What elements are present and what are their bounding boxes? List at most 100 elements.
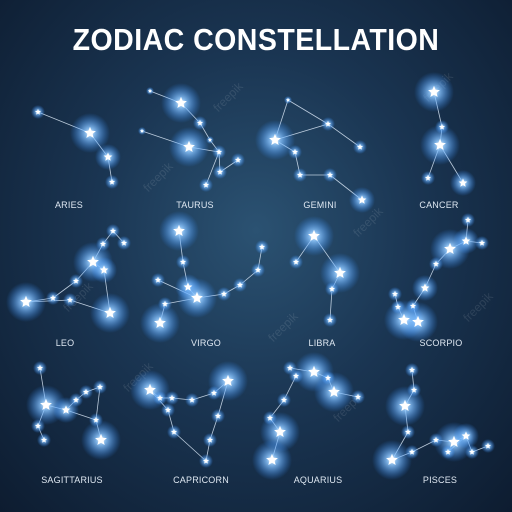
aries-star-icon	[34, 108, 42, 115]
label-leo: LEO	[55, 338, 75, 348]
gemini-star-icon	[296, 171, 304, 178]
gemini-star-icon	[285, 97, 291, 102]
cancer-star-icon	[438, 123, 446, 130]
pisces-star-icon	[432, 436, 440, 443]
virgo-star-icon	[179, 258, 187, 265]
capricorn-star-icon	[170, 428, 178, 435]
virgo-star-icon	[161, 300, 169, 307]
libra-star-icon	[308, 229, 320, 242]
capricorn-star-icon	[188, 396, 196, 403]
cancer-star-icon	[458, 178, 468, 187]
pisces-star-icon	[410, 386, 418, 393]
aquarius-star-icon	[274, 425, 286, 438]
pisces-star-icon	[468, 448, 476, 455]
aquarius-star-icon	[280, 396, 288, 403]
label-virgo: VIRGO	[190, 338, 221, 348]
cancer-star-icon	[424, 174, 432, 181]
virgo-star-icon	[220, 290, 228, 297]
virgo-star-icon	[258, 243, 266, 250]
scorpio-star-icon	[398, 313, 410, 326]
sagittarius-star-icon	[72, 396, 80, 403]
gemini-star-icon	[324, 120, 332, 127]
label-cancer: CANCER	[419, 200, 459, 210]
scorpio-star-icon	[420, 283, 430, 292]
pisces-star-icon	[404, 428, 412, 435]
label-aries: ARIES	[54, 200, 83, 210]
leo-star-icon	[99, 240, 107, 247]
scorpio-star-icon	[444, 242, 456, 255]
sagittarius-star-icon	[40, 436, 48, 443]
virgo-star-icon	[154, 316, 166, 329]
leo-star-icon	[20, 295, 32, 308]
scorpio-star-icon	[464, 216, 472, 223]
libra-star-icon	[328, 285, 336, 292]
sagittarius-star-icon	[95, 433, 107, 446]
gemini-star-icon	[291, 148, 299, 155]
aries-star-icon	[84, 126, 96, 139]
sagittarius-star-icon	[61, 405, 71, 414]
libra-star-icon	[292, 258, 300, 265]
label-capricorn: CAPRICORN	[173, 475, 229, 485]
leo-star-icon	[99, 265, 109, 274]
aquarius-star-icon	[286, 364, 294, 371]
leo-star-icon	[104, 306, 116, 319]
capricorn-star-icon	[202, 457, 210, 464]
gemini-star-icon	[326, 171, 334, 178]
scorpio-star-icon	[461, 236, 471, 245]
aquarius-star-icon	[266, 453, 278, 466]
leo-star-icon	[87, 255, 99, 268]
virgo-star-icon	[191, 291, 203, 304]
taurus-star-icon	[175, 96, 187, 109]
page-title: ZODIAC CONSTELLATION	[72, 22, 440, 57]
pisces-star-icon	[461, 431, 471, 440]
taurus-star-icon	[216, 168, 224, 175]
pisces-star-icon	[399, 399, 411, 412]
capricorn-star-icon	[144, 383, 156, 396]
leo-star-icon	[120, 239, 128, 246]
taurus-star-icon	[183, 140, 195, 153]
virgo-star-icon	[173, 224, 185, 237]
pisces-star-icon	[386, 453, 398, 466]
taurus-star-icon	[196, 119, 204, 126]
virgo-star-icon	[254, 266, 262, 273]
taurus-star-icon	[147, 88, 153, 93]
label-sagittarius: SAGITTARIUS	[41, 475, 103, 485]
capricorn-star-icon	[206, 436, 214, 443]
label-gemini: GEMINI	[303, 200, 337, 210]
label-scorpio: SCORPIO	[419, 338, 463, 348]
aquarius-star-icon	[328, 385, 340, 398]
sagittarius-star-icon	[36, 364, 44, 371]
gemini-star-icon	[357, 195, 367, 204]
pisces-star-icon	[484, 442, 492, 449]
cancer-star-icon	[434, 138, 446, 151]
aquarius-star-icon	[324, 374, 332, 381]
sagittarius-star-icon	[92, 416, 100, 423]
scorpio-star-icon	[432, 260, 440, 267]
sagittarius-star-icon	[34, 422, 42, 429]
sagittarius-star-icon	[96, 383, 104, 390]
scorpio-star-icon	[478, 239, 486, 246]
capricorn-star-icon	[214, 412, 222, 419]
aquarius-star-icon	[308, 365, 320, 378]
aquarius-star-icon	[292, 372, 300, 379]
label-pisces: PISCES	[422, 475, 458, 485]
taurus-star-icon	[215, 148, 223, 155]
virgo-star-icon	[236, 281, 244, 288]
gemini-star-icon	[269, 133, 281, 146]
taurus-star-icon	[139, 128, 145, 133]
scorpio-star-icon	[409, 302, 417, 309]
pisces-star-icon	[448, 435, 460, 448]
pisces-star-icon	[444, 448, 452, 455]
scorpio-star-icon	[391, 290, 399, 297]
taurus-star-icon	[207, 137, 213, 142]
libra-star-icon	[334, 266, 346, 279]
taurus-star-icon	[202, 181, 210, 188]
label-aquarius: AQUARIUS	[293, 475, 343, 485]
aries-star-icon	[103, 152, 113, 161]
gemini-line	[287, 99, 329, 125]
capricorn-star-icon	[222, 374, 234, 387]
pisces-star-icon	[408, 366, 416, 373]
leo-star-icon	[109, 227, 117, 234]
